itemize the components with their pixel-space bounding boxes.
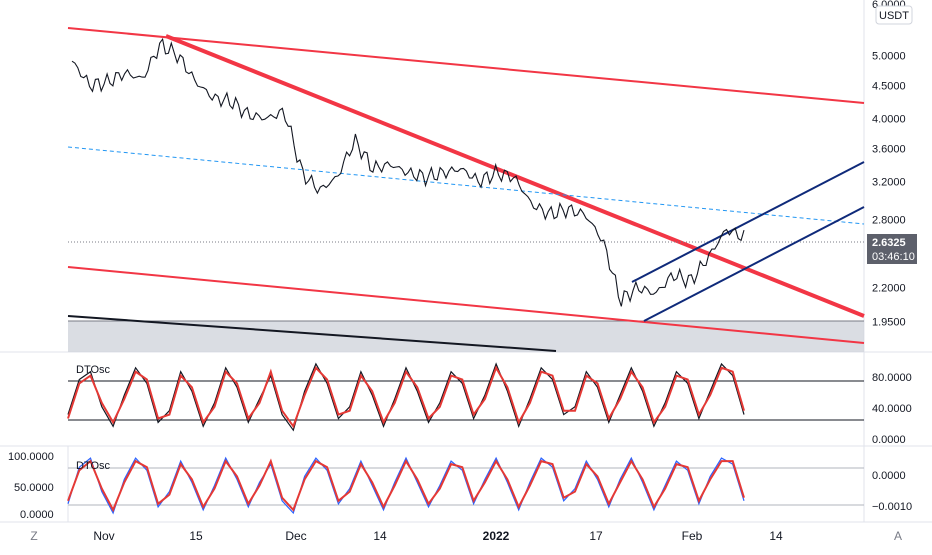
price-pane[interactable] (67, 27, 865, 352)
osc1-tick-0: 0.0000 (872, 434, 906, 446)
last-price-value: 2.6325 (872, 237, 906, 249)
currency-badge[interactable] (875, 5, 913, 25)
red-descending-trendline[interactable] (165, 34, 865, 318)
time-label-14: 14 (373, 529, 387, 543)
osc1-tick-40: 40.0000 (872, 403, 912, 415)
price-tick-label: 2.8000 (872, 214, 906, 226)
oscillator-pane-2[interactable]: DTOsc 100.0000 50.0000 0.0000 0.0000 −0.… (8, 451, 912, 521)
ascending-channel-upper[interactable] (631, 161, 865, 283)
price-series[interactable] (71, 37, 745, 307)
auto-scale-button[interactable]: A (894, 529, 902, 543)
osc1-series-red[interactable] (67, 365, 745, 429)
bar-countdown: 03:46:10 (872, 251, 915, 263)
time-axis[interactable]: Nov 15 Dec 14 2022 17 Feb 14 (93, 529, 783, 543)
osc1-label[interactable]: DTOsc (76, 364, 111, 376)
price-tick-label: 4.5000 (872, 80, 906, 92)
red-channel-upper[interactable] (67, 27, 865, 104)
price-tick-label: 4.0000 (872, 114, 906, 126)
last-price-tag (867, 234, 917, 264)
osc2-right-tick-0: 0.0000 (872, 470, 906, 482)
time-label-feb: Feb (682, 529, 703, 543)
time-label-2022: 2022 (483, 529, 510, 543)
time-label-17: 17 (589, 529, 603, 543)
time-label-14b: 14 (769, 529, 783, 543)
osc2-series-blue[interactable] (67, 456, 745, 515)
black-trendline[interactable] (67, 315, 557, 352)
osc1-tick-80: 80.0000 (872, 372, 912, 384)
time-label-nov: Nov (93, 529, 114, 543)
price-tick-label: 3.6000 (872, 143, 906, 155)
osc2-left-tick-100: 100.0000 (8, 451, 54, 463)
price-tick-label: 5.0000 (872, 50, 906, 62)
osc1-series-black[interactable] (67, 362, 745, 432)
osc2-left-tick-0: 0.0000 (20, 509, 54, 521)
time-label-15: 15 (189, 529, 203, 543)
currency-label[interactable]: USDT (879, 10, 909, 22)
price-tick-label: 3.2000 (872, 177, 906, 189)
price-tick-label: 2.2000 (872, 282, 906, 294)
osc2-series-red[interactable] (67, 458, 745, 513)
red-channel-lower[interactable] (67, 266, 865, 344)
time-label-dec: Dec (285, 529, 306, 543)
ascending-channel-lower[interactable] (643, 206, 865, 322)
osc2-right-tick-neg: −0.0010 (872, 501, 912, 513)
support-zone[interactable] (68, 321, 864, 352)
price-tick-label: 1.9500 (872, 316, 906, 328)
osc2-left-tick-50: 50.0000 (14, 482, 54, 494)
osc2-label[interactable]: DTOsc (76, 460, 111, 472)
dashed-trendline[interactable] (67, 146, 865, 225)
zoom-reset-button[interactable]: Z (30, 529, 37, 543)
oscillator-pane-1[interactable]: DTOsc 80.0000 40.0000 0.0000 (67, 362, 912, 446)
price-axis[interactable]: 1.9500 2.2000 2.8000 3.2000 3.6000 4.0000 4.50… (872, 0, 906, 328)
